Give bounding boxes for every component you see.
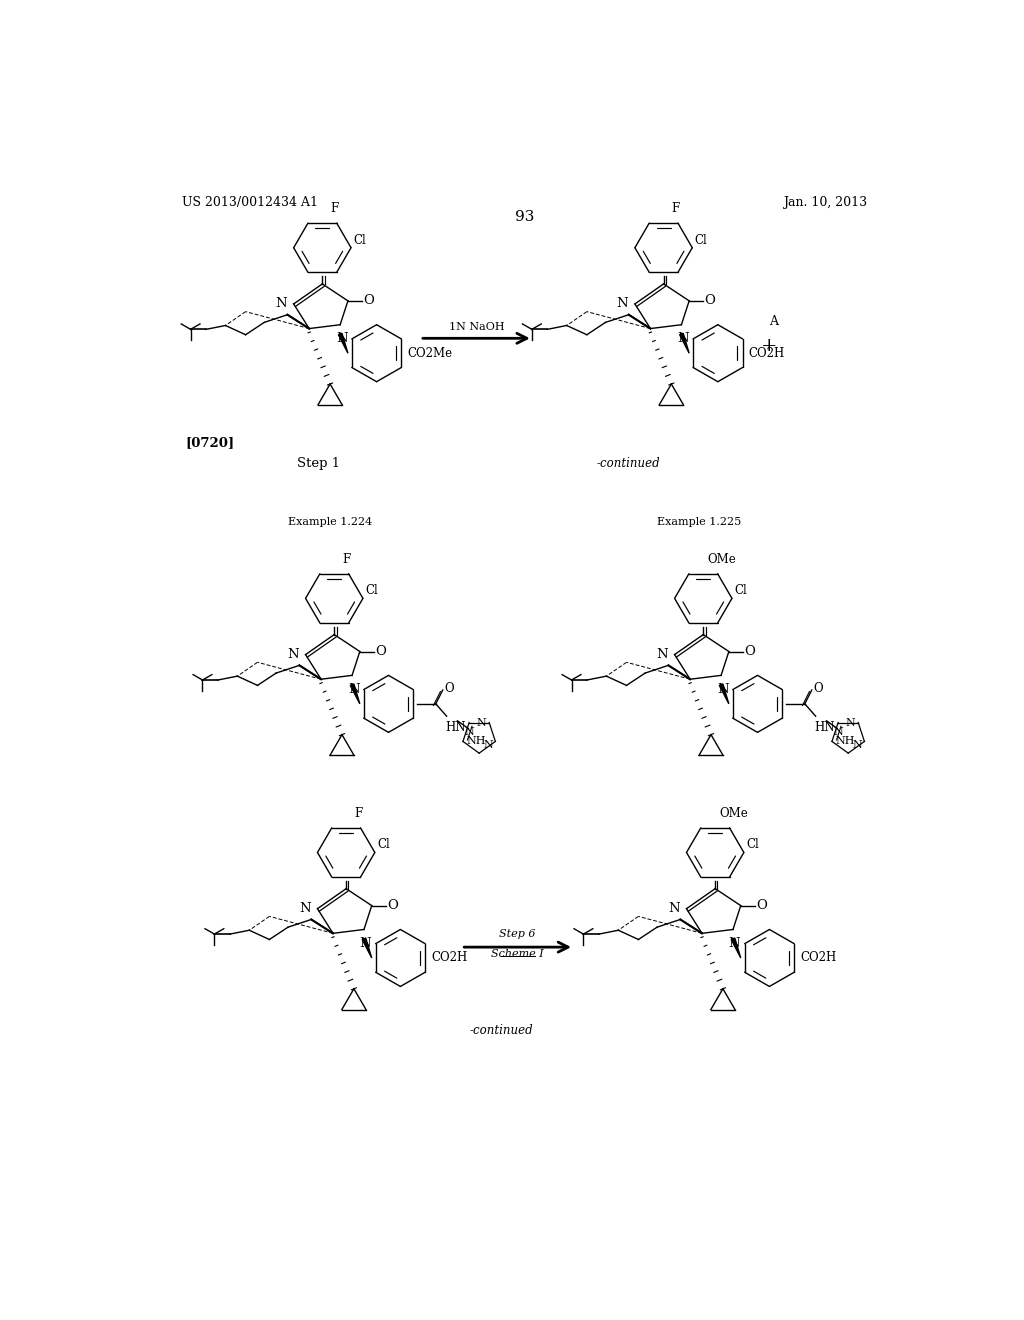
Text: CO2H: CO2H — [749, 347, 785, 360]
Text: CO2Me: CO2Me — [408, 347, 453, 360]
Text: CO2H: CO2H — [431, 952, 468, 965]
Text: N: N — [717, 682, 728, 696]
Text: Cl: Cl — [694, 234, 708, 247]
Text: OMe: OMe — [708, 553, 736, 566]
Text: Cl: Cl — [377, 838, 390, 851]
Text: Step 6: Step 6 — [500, 929, 536, 940]
Text: Step 1: Step 1 — [297, 457, 340, 470]
Text: O: O — [376, 645, 386, 657]
Text: O: O — [744, 645, 756, 657]
Text: N: N — [359, 937, 372, 950]
Polygon shape — [350, 684, 359, 704]
Text: O: O — [387, 899, 398, 912]
Text: N: N — [616, 297, 629, 310]
Text: Cl: Cl — [366, 585, 378, 597]
Text: N: N — [288, 648, 299, 661]
Text: N: N — [669, 902, 680, 915]
Text: US 2013/0012434 A1: US 2013/0012434 A1 — [182, 195, 318, 209]
Text: Jan. 10, 2013: Jan. 10, 2013 — [783, 195, 867, 209]
Text: CO2H: CO2H — [801, 952, 837, 965]
Text: Cl: Cl — [746, 838, 759, 851]
Text: Scheme I: Scheme I — [492, 949, 544, 958]
Text: 1N NaOH: 1N NaOH — [449, 322, 504, 333]
Text: HN: HN — [814, 721, 835, 734]
Text: N: N — [846, 718, 855, 727]
Text: -continued: -continued — [596, 457, 659, 470]
Text: N: N — [299, 902, 311, 915]
Text: OMe: OMe — [719, 807, 748, 820]
Text: [0720]: [0720] — [185, 437, 234, 450]
Text: N: N — [275, 297, 287, 310]
Text: 93: 93 — [515, 210, 535, 224]
Text: Cl: Cl — [734, 585, 748, 597]
Text: F: F — [672, 202, 680, 215]
Text: A: A — [769, 314, 778, 327]
Text: O: O — [757, 899, 767, 912]
Text: Cl: Cl — [353, 234, 367, 247]
Polygon shape — [719, 684, 729, 704]
Text: O: O — [444, 682, 454, 694]
Text: N: N — [729, 937, 740, 950]
Text: HN: HN — [445, 721, 466, 734]
Text: Example 1.224: Example 1.224 — [288, 517, 373, 527]
Text: N: N — [677, 333, 689, 346]
Text: F: F — [354, 807, 362, 820]
Text: F: F — [330, 202, 338, 215]
Text: N: N — [336, 333, 347, 346]
Text: N: N — [464, 727, 474, 737]
Text: NH: NH — [466, 737, 485, 746]
Text: N: N — [348, 682, 359, 696]
Text: Example 1.225: Example 1.225 — [657, 517, 741, 527]
Polygon shape — [680, 333, 689, 354]
Polygon shape — [362, 939, 372, 958]
Text: -continued: -continued — [469, 1024, 532, 1038]
Text: NH: NH — [836, 737, 855, 746]
Text: +: + — [761, 338, 778, 355]
Text: N: N — [834, 727, 843, 737]
Text: N: N — [656, 648, 668, 661]
Polygon shape — [338, 333, 348, 354]
Text: F: F — [342, 553, 350, 566]
Text: N: N — [483, 741, 493, 750]
Text: N: N — [476, 718, 486, 727]
Text: N: N — [852, 741, 862, 750]
Polygon shape — [731, 939, 740, 958]
Text: O: O — [364, 294, 375, 308]
Text: O: O — [705, 294, 716, 308]
Text: O: O — [813, 682, 823, 694]
